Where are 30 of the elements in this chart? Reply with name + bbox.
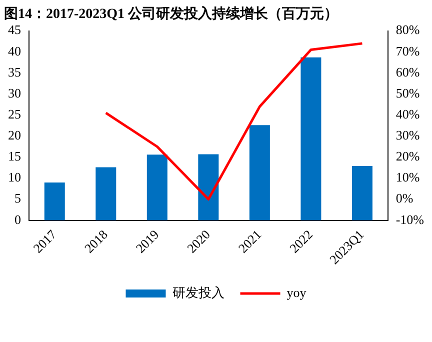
bar (249, 125, 270, 220)
y-tick-label: 40 (8, 43, 21, 58)
legend-label: yoy (286, 284, 307, 300)
bar (146, 154, 168, 220)
y-tick-label: 0 (14, 212, 21, 227)
y2-tick-label: 50% (396, 85, 420, 100)
y-tick-label: 20 (8, 128, 21, 143)
bar (198, 154, 219, 220)
y-tick-label: 10 (8, 170, 21, 185)
bar (300, 57, 322, 220)
y-tick-label: 30 (8, 85, 21, 100)
chart-title: 图14：2017-2023Q1 公司研发投入持续增长（百万元） (4, 6, 338, 22)
bar (352, 166, 372, 220)
y2-tick-label: 80% (396, 22, 420, 38)
y2-tick-label: 70% (396, 43, 420, 58)
y2-tick-label: 40% (396, 106, 420, 122)
legend-label: 研发投入 (172, 284, 224, 300)
bar (44, 182, 65, 220)
bar (96, 167, 116, 220)
y2-tick-label: 0% (396, 190, 414, 206)
y2-tick-label: 60% (396, 64, 420, 80)
y2-tick-label: 30% (396, 128, 420, 143)
y-tick-label: 25 (8, 106, 21, 122)
y-tick-label: 5 (14, 190, 21, 206)
y-tick-label: 15 (8, 148, 21, 164)
y-tick-label: 45 (8, 22, 21, 38)
y-tick-label: 35 (8, 64, 21, 80)
y2-tick-label: -10% (396, 212, 424, 227)
y2-tick-label: 20% (396, 148, 420, 164)
y2-tick-label: 10% (396, 170, 420, 185)
